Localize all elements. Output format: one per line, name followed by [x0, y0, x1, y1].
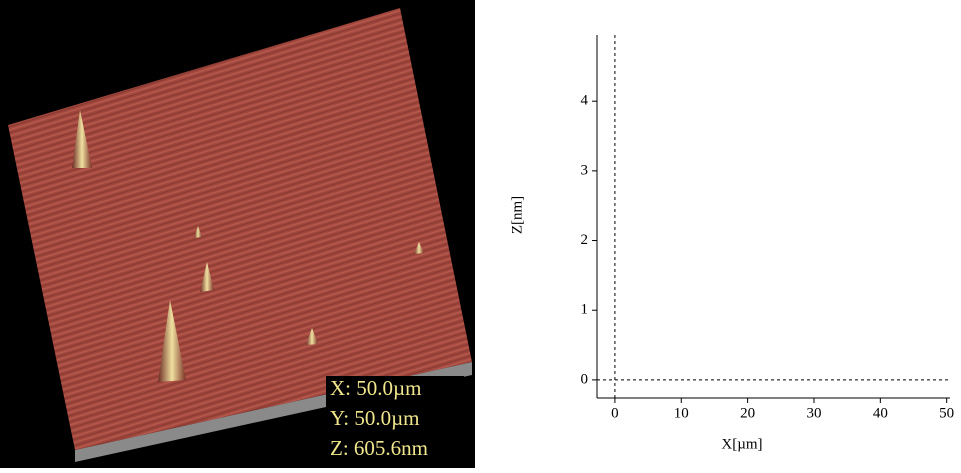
x-tick-label: 50 — [939, 405, 954, 421]
afm-peak — [200, 262, 214, 292]
afm-info: Y: 50.0µm — [330, 406, 420, 430]
afm-peak — [306, 328, 318, 345]
y-axis-label: Z[nm] — [509, 196, 525, 234]
x-axis-label: X[µm] — [721, 436, 762, 452]
y-tick-label: 4 — [581, 93, 589, 109]
afm-surface — [8, 8, 472, 450]
afm-peak — [414, 242, 424, 254]
y-tick-label: 2 — [581, 232, 589, 248]
afm-peak — [72, 110, 92, 168]
afm-peak — [194, 226, 202, 238]
y-tick-label: 1 — [581, 302, 589, 318]
afm-info: X: 50.0µm — [330, 376, 421, 400]
afm-info: Z: 605.6nm — [330, 436, 428, 460]
afm-peak — [158, 300, 186, 382]
x-tick-label: 40 — [873, 405, 888, 421]
x-tick-label: 20 — [740, 405, 755, 421]
afm-info-box — [326, 376, 464, 466]
y-tick-label: 3 — [581, 162, 589, 178]
x-tick-label: 10 — [674, 405, 689, 421]
x-tick-label: 30 — [806, 405, 821, 421]
x-tick-label: 0 — [611, 405, 619, 421]
y-tick-label: 0 — [581, 371, 589, 387]
